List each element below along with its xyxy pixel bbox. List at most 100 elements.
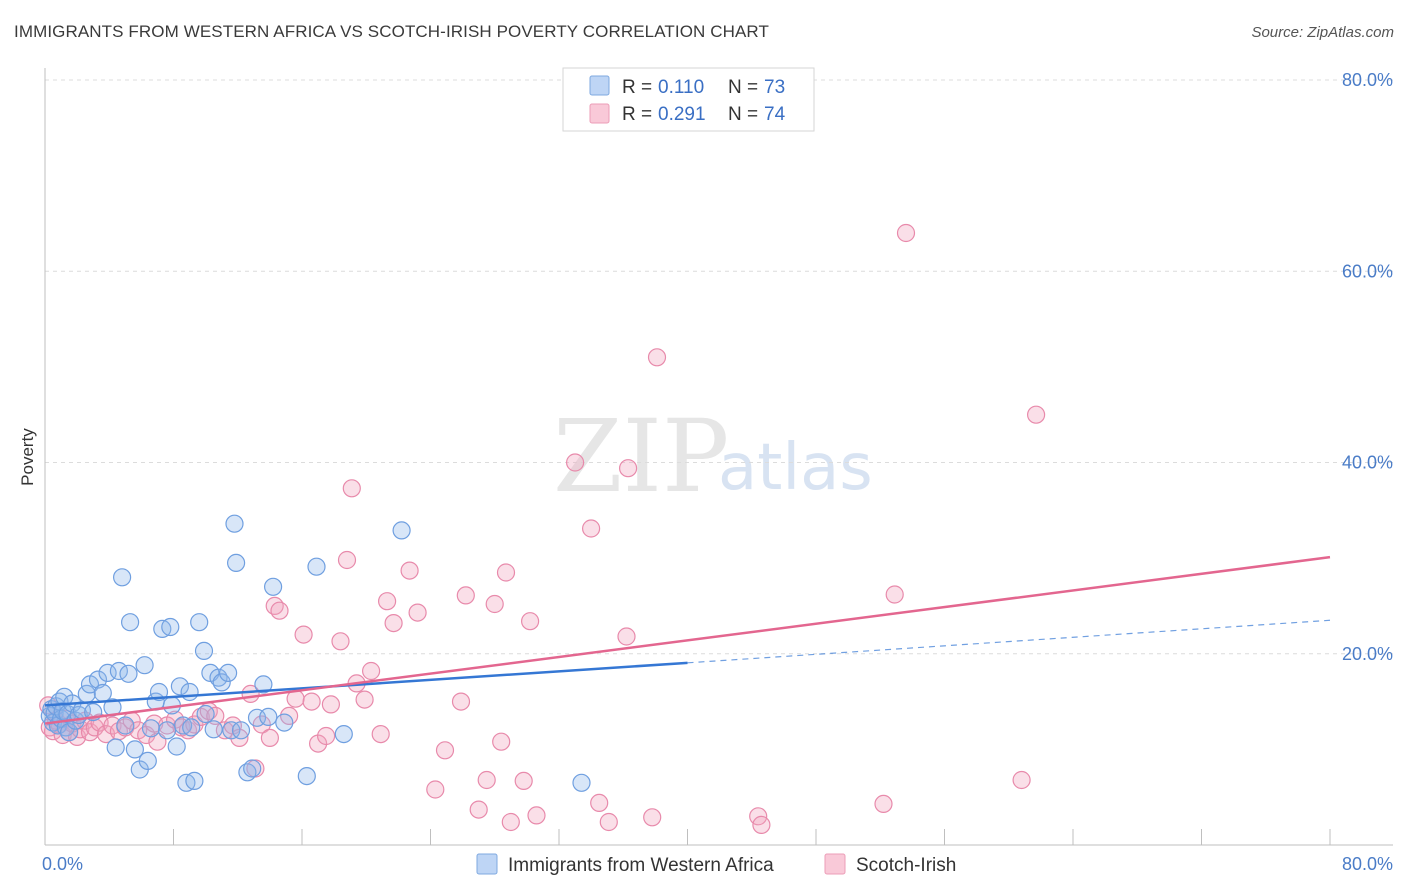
western-africa-point	[225, 514, 244, 533]
scotch-irish-point	[590, 793, 609, 813]
series-label-pink: Scotch-Irish	[856, 855, 956, 876]
scotch-irish-point	[378, 592, 397, 611]
western-africa-point	[219, 663, 238, 683]
scotch-irish-point	[565, 453, 585, 472]
legend-n-value-blue: 73	[764, 77, 785, 98]
western-africa-point	[275, 713, 294, 732]
scotch-irish-point	[371, 724, 390, 744]
western-africa-point	[98, 663, 117, 683]
scotch-irish-point	[435, 741, 455, 760]
scotch-irish-point	[520, 612, 540, 631]
scotch-irish-point	[896, 223, 916, 243]
legend-n-value-pink: 74	[764, 104, 786, 125]
scotch-irish-point	[643, 808, 662, 827]
scotch-irish-point	[1026, 405, 1046, 424]
y-tick-label: 40.0%	[1342, 453, 1393, 473]
scotch-irish-point	[874, 794, 893, 814]
western-africa-point	[135, 656, 154, 675]
scotch-irish-point	[647, 348, 667, 367]
scotch-irish-point	[492, 732, 511, 751]
western-africa-point	[227, 553, 246, 573]
scotch-irish-point	[355, 690, 374, 709]
scotch-irish-point	[342, 479, 361, 498]
scotch-irish-point	[885, 585, 904, 604]
scotch-irish-point	[337, 550, 357, 570]
scotch-irish-point	[321, 695, 340, 714]
western-africa-point	[149, 682, 169, 702]
western-africa-point	[119, 664, 138, 683]
series-swatch-pink	[824, 853, 846, 875]
western-africa-point	[121, 613, 140, 632]
western-africa-point	[88, 670, 108, 689]
western-africa-point	[231, 721, 251, 740]
x-tick-marks	[173, 829, 1331, 845]
western-africa-point	[185, 771, 204, 791]
western-africa-point	[116, 716, 135, 735]
scotch-irish-point	[599, 812, 618, 832]
legend-r-label-blue: R =	[622, 77, 652, 98]
scotch-irish-point	[581, 519, 601, 538]
western-africa-point	[56, 718, 76, 737]
scotch-irish-point	[317, 726, 336, 746]
western-africa-point	[572, 773, 591, 792]
scotch-irish-point	[514, 771, 533, 791]
western-africa-point	[194, 641, 214, 661]
scotch-irish-point	[1012, 770, 1031, 790]
scotch-irish-point	[617, 627, 636, 646]
legend-r-label-pink: R =	[622, 104, 652, 125]
scotch-irish-point	[527, 806, 546, 825]
scotch-irish-point	[501, 812, 520, 832]
scotch-irish-point	[408, 603, 427, 622]
trend-line-pink	[44, 555, 1331, 725]
scotch-irish-point	[400, 561, 419, 580]
western-africa-point	[334, 724, 353, 744]
western-africa-point	[264, 577, 283, 596]
x-tick-label-max: 80.0%	[1342, 854, 1393, 874]
western-africa-point	[212, 673, 231, 692]
scotch-irish-point	[294, 625, 313, 644]
scotch-irish-point	[477, 770, 496, 790]
legend-swatch-blue	[589, 75, 610, 96]
scotch-irish-point	[260, 728, 279, 748]
legend-r-value-blue: 0.110	[658, 77, 704, 98]
watermark-atlas: atlas	[718, 431, 873, 505]
gridlines	[45, 79, 1393, 655]
western-africa-point	[204, 720, 223, 739]
y-tick-label: 20.0%	[1342, 644, 1393, 664]
western-africa-point	[125, 740, 144, 759]
western-africa-point	[167, 737, 186, 756]
scotch-irish-point	[270, 601, 289, 620]
scotch-irish-point	[331, 632, 350, 651]
scotch-irish-point	[496, 563, 516, 582]
scotch-irish-point	[485, 594, 504, 614]
western-africa-point	[254, 675, 273, 694]
legend-n-label-blue: N =	[728, 77, 758, 98]
y-axis-label: Poverty	[18, 428, 37, 486]
series-legend: Immigrants from Western Africa Scotch-Ir…	[476, 853, 956, 876]
scotch-irish-point	[469, 800, 488, 819]
stats-legend: R = 0.110 N = 73 R = 0.291 N = 74	[562, 67, 815, 132]
western-africa-point	[138, 751, 157, 771]
y-tick-label: 80.0%	[1342, 70, 1393, 90]
scotch-irish-point	[618, 459, 638, 478]
source-label: Source: ZipAtlas.com	[1251, 24, 1394, 41]
watermark: ZIP atlas	[553, 398, 873, 515]
western-africa-point	[190, 613, 209, 632]
western-africa-point	[158, 721, 177, 740]
western-africa-point	[243, 759, 262, 778]
western-africa-point	[182, 718, 201, 737]
western-africa-point	[259, 707, 278, 727]
y-tick-labels: 20.0% 40.0% 60.0% 80.0%	[1342, 70, 1393, 664]
series-swatch-blue	[476, 853, 498, 875]
scotch-irish-point	[752, 815, 771, 835]
scotch-irish-points	[39, 223, 1046, 835]
legend-r-value-pink: 0.291	[658, 104, 706, 125]
western-africa-point	[59, 723, 79, 742]
x-tick-label-min: 0.0%	[42, 854, 83, 874]
western-africa-point	[222, 721, 241, 740]
scotch-irish-point	[426, 780, 445, 799]
western-africa-point	[180, 682, 199, 702]
watermark-zip: ZIP	[553, 398, 729, 515]
western-africa-points	[40, 514, 591, 792]
